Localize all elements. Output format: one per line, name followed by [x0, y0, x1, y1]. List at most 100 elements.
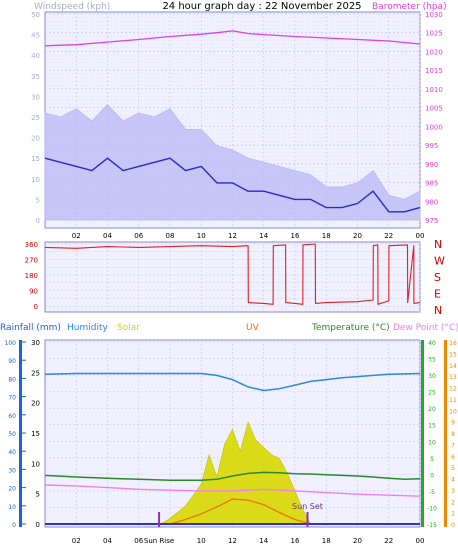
barometer-tick-label: 995 — [425, 142, 438, 150]
temperature-tick-label: 35 — [428, 357, 436, 364]
compass-label: N — [434, 238, 442, 251]
top-x-tick-label: 06 — [134, 232, 143, 240]
lower-x-tick-label: 12 — [228, 537, 237, 544]
wind-tick-label: 15 — [31, 155, 40, 163]
rain-tick-label: 100 — [5, 340, 17, 347]
temperature-tick-label: 5 — [430, 456, 434, 463]
uv-tick-label: 4 — [451, 477, 455, 484]
wind-tick-label: 20 — [31, 135, 40, 143]
rain-tick-label: 20 — [8, 486, 16, 493]
rain-tick-label: 60 — [8, 413, 16, 420]
uv-tick-label: 15 — [449, 351, 457, 358]
uv-tick-label: 1 — [451, 511, 455, 518]
temperature-tick-label: 20 — [428, 406, 436, 413]
barometer-tick-label: 1010 — [425, 86, 443, 94]
barometer-tick-label: 980 — [425, 198, 438, 206]
wind-tick-label: 35 — [31, 73, 40, 81]
top-x-tick-label: 20 — [353, 232, 362, 240]
humidity-tick-label: 30 — [31, 339, 40, 347]
top-x-tick-label: 16 — [291, 232, 300, 240]
chart-title: 24 hour graph day : 22 November 2025 — [162, 1, 361, 12]
legend-label: UV — [246, 323, 260, 333]
uv-tick-label: 16 — [449, 340, 457, 347]
top-x-tick-label: 14 — [259, 232, 268, 240]
temperature-tick-label: 40 — [428, 340, 436, 347]
direction-tick-label: 90 — [29, 288, 38, 296]
uv-tick-label: 13 — [449, 374, 457, 381]
uv-tick-label: 0 — [451, 522, 455, 529]
top-x-tick-label: 04 — [103, 232, 112, 240]
humidity-tick-label: 10 — [31, 460, 40, 468]
lower-x-tick-label: 14 — [259, 537, 268, 544]
barometer-tick-label: 1015 — [425, 67, 443, 75]
uv-tick-label: 8 — [451, 431, 455, 438]
temperature-tick-label: 0 — [430, 472, 434, 479]
humidity-tick-label: 25 — [31, 369, 40, 377]
wind-tick-label: 45 — [31, 32, 40, 40]
top-x-tick-label: 18 — [322, 232, 331, 240]
top-x-tick-label: 02 — [72, 232, 81, 240]
wind-tick-label: 5 — [36, 196, 40, 204]
compass-label: N — [434, 304, 442, 317]
temperature-tick-label: -5 — [429, 489, 435, 496]
rain-tick-label: 70 — [8, 395, 16, 402]
barometer-tick-label: 1000 — [425, 123, 443, 131]
wind-tick-label: 25 — [31, 114, 40, 122]
rain-axis-bar — [19, 340, 22, 527]
barometer-tick-label: 975 — [425, 217, 438, 225]
humidity-tick-label: 5 — [36, 491, 40, 499]
humidity-tick-label: 20 — [31, 400, 40, 408]
rain-tick-label: 50 — [8, 431, 16, 438]
rain-tick-label: 0 — [12, 522, 16, 529]
compass-label: W — [434, 255, 445, 268]
rain-tick-label: 80 — [8, 376, 16, 383]
wind-tick-label: 40 — [31, 52, 40, 60]
uv-tick-label: 7 — [451, 442, 455, 449]
compass-label: S — [434, 271, 441, 284]
wind-tick-label: 0 — [36, 217, 40, 225]
uv-axis-bar — [444, 340, 447, 527]
sun-set-label: Sun Set — [292, 502, 323, 511]
lower-x-tick-label: 04 — [103, 537, 112, 544]
barometer-tick-label: 1020 — [425, 48, 443, 56]
compass-label: E — [434, 288, 441, 301]
uv-tick-label: 5 — [451, 465, 455, 472]
sun-rise-label: Sun Rise — [144, 537, 174, 544]
lower-x-tick-label: 02 — [72, 537, 81, 544]
top-x-tick-label: 00 — [416, 232, 425, 240]
uv-tick-label: 14 — [449, 363, 457, 370]
barometer-tick-label: 1030 — [425, 11, 443, 19]
lower-x-tick-label: 16 — [291, 537, 300, 544]
uv-tick-label: 3 — [451, 488, 455, 495]
barometer-tick-label: 1025 — [425, 30, 443, 38]
lower-x-tick-label: 06 — [134, 537, 143, 544]
barometer-axis-label: Barometer (hpa) — [372, 2, 447, 12]
lower-x-tick-label: 00 — [416, 537, 425, 544]
barometer-tick-label: 985 — [425, 180, 438, 188]
uv-tick-label: 6 — [451, 454, 455, 461]
temperature-tick-label: 25 — [428, 390, 436, 397]
wind-tick-label: 30 — [31, 93, 40, 101]
top-x-tick-label: 10 — [197, 232, 206, 240]
lower-x-tick-label: 18 — [322, 537, 331, 544]
uv-tick-label: 12 — [449, 386, 457, 393]
direction-tick-label: 0 — [34, 303, 38, 311]
legend-label: Rainfall (mm) — [0, 323, 61, 333]
uv-tick-label: 9 — [451, 420, 455, 427]
temperature-axis-bar — [421, 340, 424, 527]
barometer-tick-label: 990 — [425, 161, 438, 169]
uv-tick-label: 11 — [449, 397, 457, 404]
direction-tick-label: 180 — [25, 272, 38, 280]
temperature-tick-label: 30 — [428, 373, 436, 380]
uv-tick-label: 10 — [449, 408, 457, 415]
lower-x-tick-label: 22 — [384, 537, 393, 544]
temperature-tick-label: 15 — [428, 423, 436, 430]
rain-tick-label: 10 — [8, 504, 16, 511]
rain-tick-label: 30 — [8, 467, 16, 474]
top-x-tick-label: 22 — [384, 232, 393, 240]
humidity-tick-label: 0 — [36, 521, 40, 529]
direction-tick-label: 360 — [25, 241, 38, 249]
legend-label: Dew Point (°C) — [393, 323, 458, 333]
